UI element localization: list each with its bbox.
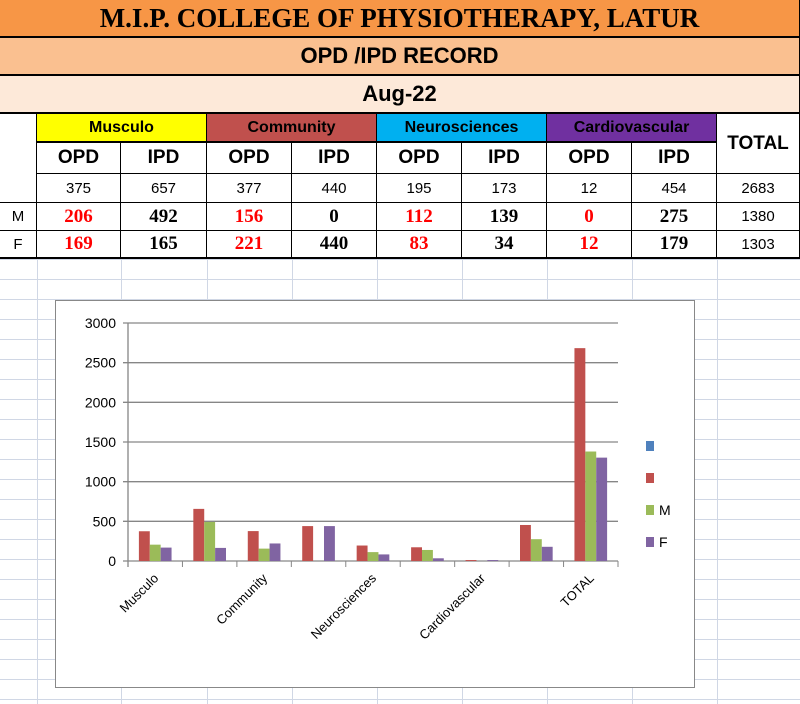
bar-series1 xyxy=(465,560,477,561)
y-tick-label: 3000 xyxy=(85,315,116,331)
value-cell[interactable]: 492 xyxy=(121,203,207,231)
bar-series1 xyxy=(302,526,314,561)
subheader-ipd[interactable]: IPD xyxy=(292,143,377,174)
subheader-opd[interactable]: OPD xyxy=(37,143,121,174)
row-label[interactable] xyxy=(0,174,37,203)
y-tick-label: 2500 xyxy=(85,355,116,371)
value-cell[interactable]: 440 xyxy=(292,174,377,203)
college-title: M.I.P. COLLEGE OF PHYSIOTHERAPY, LATUR xyxy=(0,0,800,38)
bar-chart: 0 500 1000 1500 2000 2500 3000 Musculo Community… xyxy=(55,300,695,688)
value-cell[interactable]: 454 xyxy=(632,174,717,203)
legend-swatch xyxy=(646,441,654,451)
value-cell[interactable]: 195 xyxy=(377,174,462,203)
bar-F xyxy=(378,554,390,561)
value-cell[interactable]: 139 xyxy=(462,203,547,231)
subheader-opd[interactable]: OPD xyxy=(207,143,292,174)
total-header[interactable]: TOTAL xyxy=(717,114,800,174)
value-cell[interactable]: 440 xyxy=(292,231,377,259)
bar-M xyxy=(258,548,270,561)
x-tick-label: Musculo xyxy=(116,571,161,616)
bar-series1 xyxy=(356,545,368,561)
bar-series1 xyxy=(411,547,422,561)
bar-F xyxy=(160,547,172,561)
legend-label: M xyxy=(659,502,671,518)
row-label[interactable]: F xyxy=(0,231,37,259)
y-tick-label: 2000 xyxy=(85,394,116,410)
record-title: OPD /IPD RECORD xyxy=(0,38,800,76)
grid-line xyxy=(717,259,718,704)
bar-M xyxy=(585,451,597,561)
y-tick-label: 500 xyxy=(93,513,117,529)
bar-M xyxy=(149,544,161,561)
group-header-musculo[interactable]: Musculo xyxy=(37,114,207,143)
bar-F xyxy=(269,543,281,561)
bar-series1 xyxy=(138,531,150,561)
value-cell[interactable]: 0 xyxy=(292,203,377,231)
grid-line xyxy=(37,259,38,704)
value-cell[interactable]: 112 xyxy=(377,203,462,231)
value-cell[interactable]: 221 xyxy=(207,231,292,259)
y-tick-label: 1000 xyxy=(85,474,116,490)
value-cell[interactable]: 173 xyxy=(462,174,547,203)
value-cell[interactable]: 206 xyxy=(37,203,121,231)
value-cell[interactable]: 165 xyxy=(121,231,207,259)
legend-swatch xyxy=(646,473,654,483)
value-cell[interactable]: 12 xyxy=(547,231,632,259)
legend-label: F xyxy=(659,534,668,550)
group-header-neurosciences[interactable]: Neurosciences xyxy=(377,114,547,143)
value-cell[interactable]: 275 xyxy=(632,203,717,231)
y-tick-label: 0 xyxy=(108,553,116,569)
group-header-cardiovascular[interactable]: Cardiovascular xyxy=(547,114,717,143)
subheader-ipd[interactable]: IPD xyxy=(462,143,547,174)
bar-series1 xyxy=(193,508,205,561)
chart-svg: 0 500 1000 1500 2000 2500 3000 Musculo Community… xyxy=(85,315,671,642)
value-cell[interactable]: 0 xyxy=(547,203,632,231)
legend-swatch xyxy=(646,505,654,515)
bar-F xyxy=(432,558,444,561)
value-cell[interactable]: 34 xyxy=(462,231,547,259)
bar-F xyxy=(596,457,608,561)
bar-M xyxy=(422,549,433,561)
bar-series1 xyxy=(520,524,531,561)
month-title: Aug-22 xyxy=(0,76,800,114)
subheader-ipd[interactable]: IPD xyxy=(121,143,207,174)
total-cell[interactable]: 2683 xyxy=(717,174,800,203)
total-cell[interactable]: 1380 xyxy=(717,203,800,231)
y-tick-label: 1500 xyxy=(85,434,116,450)
bar-series1 xyxy=(574,348,586,561)
x-tick-label: Community xyxy=(213,570,270,627)
bar-series1 xyxy=(247,531,259,561)
bar-F xyxy=(324,526,335,561)
x-tick-label: Cardiovascular xyxy=(416,570,488,642)
subheader-ipd[interactable]: IPD xyxy=(632,143,717,174)
bar-F xyxy=(487,560,499,561)
value-cell[interactable]: 169 xyxy=(37,231,121,259)
bar-M xyxy=(367,552,379,561)
subheader-opd[interactable]: OPD xyxy=(377,143,462,174)
value-cell[interactable]: 12 xyxy=(547,174,632,203)
x-tick-label: TOTAL xyxy=(558,571,597,610)
total-cell[interactable]: 1303 xyxy=(717,231,800,259)
bar-F xyxy=(215,547,226,561)
legend-swatch xyxy=(646,537,654,547)
value-cell[interactable]: 657 xyxy=(121,174,207,203)
value-cell[interactable]: 179 xyxy=(632,231,717,259)
x-tick-label: Neurosciences xyxy=(308,570,380,642)
group-header-community[interactable]: Community xyxy=(207,114,377,143)
bar-M xyxy=(530,539,542,561)
value-cell[interactable]: 375 xyxy=(37,174,121,203)
value-cell[interactable]: 83 xyxy=(377,231,462,259)
bar-M xyxy=(204,521,216,561)
row-label[interactable]: M xyxy=(0,203,37,231)
bar-F xyxy=(541,546,553,561)
subheader-opd[interactable]: OPD xyxy=(547,143,632,174)
value-cell[interactable]: 377 xyxy=(207,174,292,203)
value-cell[interactable]: 156 xyxy=(207,203,292,231)
